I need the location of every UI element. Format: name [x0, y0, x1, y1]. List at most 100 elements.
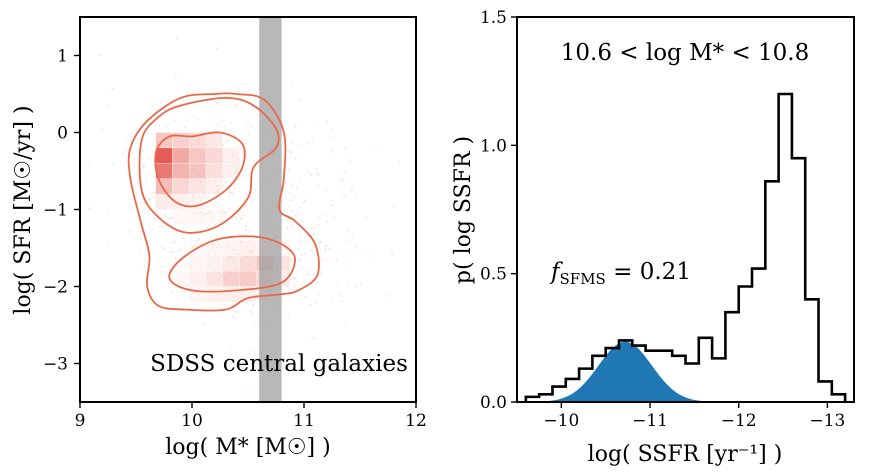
- background-point: [153, 217, 156, 220]
- background-point: [161, 246, 164, 249]
- x-tick-label: 9: [75, 411, 86, 431]
- background-point: [324, 248, 327, 251]
- background-point: [291, 226, 294, 229]
- background-point: [299, 99, 302, 102]
- background-point: [294, 124, 297, 126]
- background-point: [391, 253, 394, 256]
- background-point: [307, 273, 309, 276]
- background-point: [207, 253, 210, 256]
- background-point: [351, 233, 354, 236]
- background-point: [244, 82, 247, 85]
- ssfr-histogram: [524, 92, 847, 402]
- background-point: [220, 211, 223, 214]
- background-point: [368, 255, 371, 257]
- background-point: [331, 200, 333, 202]
- background-point: [252, 113, 255, 116]
- background-point: [251, 312, 254, 315]
- heatmap-cell: [222, 240, 240, 256]
- background-point: [308, 240, 311, 243]
- heatmap-cell: [239, 240, 257, 256]
- background-point: [174, 74, 177, 76]
- background-point: [319, 240, 322, 243]
- background-point: [338, 179, 341, 182]
- background-point: [245, 91, 248, 93]
- contour-line: [138, 96, 280, 234]
- background-point: [242, 213, 245, 216]
- background-point: [222, 144, 225, 146]
- background-point: [148, 209, 151, 212]
- background-point: [221, 184, 224, 187]
- background-point: [327, 247, 330, 250]
- background-point: [300, 258, 302, 261]
- background-point: [316, 242, 319, 245]
- y-tick-label: 0.0: [480, 393, 507, 413]
- y-tick-label: 1.0: [480, 136, 507, 156]
- background-point: [236, 159, 239, 161]
- background-point: [321, 258, 324, 260]
- background-point: [312, 233, 315, 236]
- background-point: [338, 293, 341, 296]
- background-point: [124, 150, 127, 153]
- background-point: [164, 196, 167, 199]
- heatmap-cell: [172, 163, 190, 179]
- background-point: [163, 208, 166, 210]
- background-point: [299, 236, 302, 239]
- background-point: [226, 269, 229, 271]
- x-tick-label: 12: [405, 411, 427, 431]
- background-point: [323, 214, 326, 217]
- y-tick-label: 0.5: [480, 265, 507, 285]
- background-point: [228, 172, 231, 175]
- background-point: [237, 205, 240, 208]
- background-point: [237, 252, 240, 255]
- background-point: [310, 249, 313, 252]
- background-point: [236, 158, 239, 160]
- background-point: [289, 278, 292, 280]
- background-point: [234, 106, 237, 109]
- background-point: [375, 144, 377, 147]
- background-point: [317, 184, 320, 187]
- background-point: [203, 233, 206, 236]
- background-point: [193, 244, 195, 247]
- background-point: [284, 241, 287, 244]
- background-point: [192, 246, 194, 249]
- sfms-fraction-annotation: fSFMS = 0.21: [549, 259, 691, 288]
- background-point: [341, 178, 344, 180]
- background-point: [304, 295, 307, 298]
- background-point: [111, 88, 114, 90]
- background-point: [160, 265, 163, 267]
- background-point: [187, 202, 190, 204]
- background-point: [245, 193, 248, 196]
- background-point: [313, 273, 315, 276]
- background-point: [248, 250, 250, 253]
- background-point: [177, 250, 180, 253]
- left-x-axis-title: log( M* [M☉] ): [165, 435, 330, 460]
- background-point: [316, 172, 319, 175]
- background-point: [250, 251, 253, 254]
- background-point: [231, 191, 233, 194]
- background-point: [288, 205, 291, 207]
- background-point: [169, 250, 172, 253]
- background-point: [289, 191, 291, 194]
- background-point: [242, 151, 245, 153]
- background-point: [159, 213, 162, 215]
- background-point: [245, 204, 248, 206]
- background-point: [216, 202, 219, 205]
- background-point: [398, 161, 401, 164]
- background-point: [193, 115, 196, 118]
- background-point: [112, 163, 115, 165]
- contour-line: [168, 235, 296, 293]
- background-point: [254, 189, 257, 191]
- background-point: [139, 238, 142, 241]
- background-point: [148, 173, 150, 176]
- background-point: [239, 145, 241, 148]
- background-point: [216, 185, 219, 187]
- y-tick-label: −1: [43, 201, 68, 221]
- background-point: [156, 259, 159, 262]
- background-point: [286, 228, 289, 230]
- background-point: [294, 157, 297, 160]
- background-point: [346, 230, 349, 232]
- background-point: [207, 206, 209, 209]
- background-point: [290, 259, 293, 262]
- background-point: [348, 267, 351, 270]
